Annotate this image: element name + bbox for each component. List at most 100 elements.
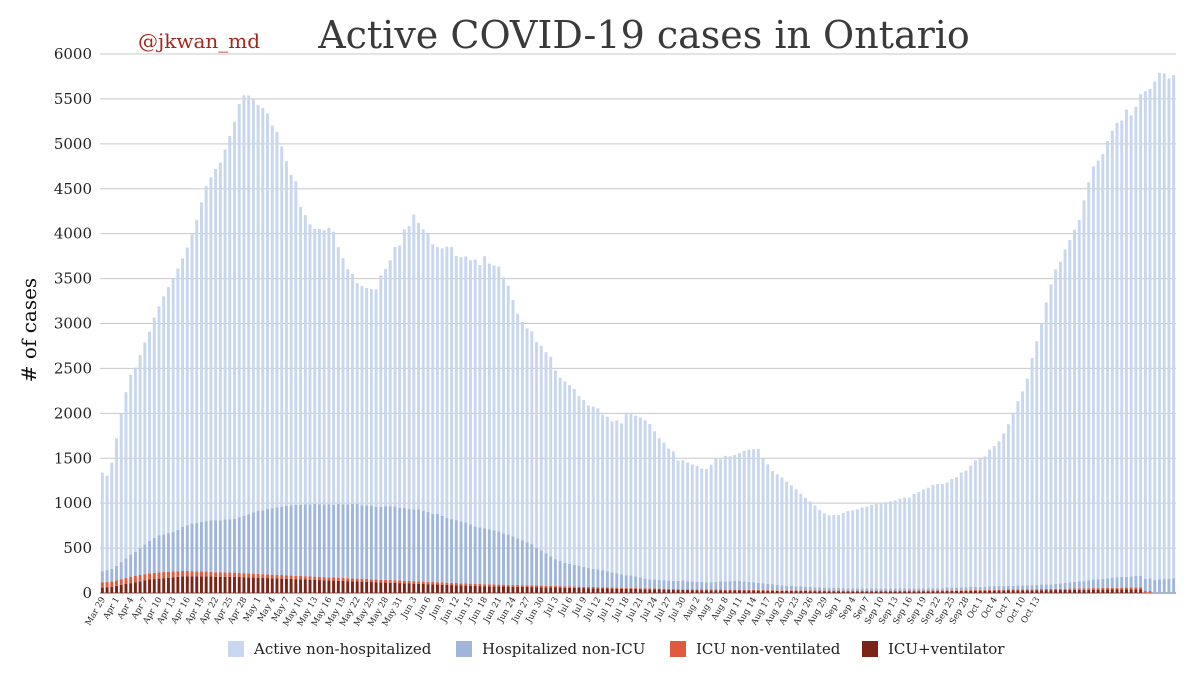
bar-segment [884,502,888,589]
bar-segment [1162,579,1166,593]
bar-segment [747,449,751,582]
bar-segment [733,580,737,590]
bar-segment [973,590,977,591]
bar-segment [912,588,916,591]
bar-segment [818,591,822,593]
bar-segment [1068,582,1072,589]
bar-segment [190,234,194,524]
bar-segment [903,590,907,592]
bar-segment [940,591,944,593]
bar-segment [1148,88,1152,579]
bar-segment [903,588,907,591]
bar-segment [577,586,581,588]
bar-segment [346,269,350,505]
bar-segment [747,590,751,593]
bar-segment [384,506,387,580]
author-handle: @jkwan_md [138,29,260,53]
bar-segment [464,256,468,523]
bar-segment [1106,578,1110,588]
bar-segment [610,421,614,573]
bar-segment [530,544,534,586]
bar-segment [785,481,789,586]
bar-segment [1120,589,1124,593]
bar-segment [1044,588,1048,591]
bar-segment [218,162,222,521]
bar-segment [804,591,807,593]
y-tick-label: 0 [82,584,92,602]
bar-segment [299,206,303,505]
bar-segment [166,577,170,593]
bar-segment [978,590,982,593]
bar-segment [681,460,685,581]
y-tick-label: 1500 [54,449,92,467]
bar-segment [256,573,260,578]
bar-segment [601,587,605,589]
bar-segment [865,506,869,589]
bar-segment [412,509,416,582]
bar-segment [251,99,255,513]
bar-segment [808,501,812,587]
bar-segment [723,455,727,582]
bar-segment [317,580,321,593]
bar-segment [950,587,954,591]
bar-segment [544,553,548,586]
bar-segment [308,579,312,593]
bar-segment [761,590,765,593]
bar-segment [200,522,203,572]
bar-segment [615,420,619,574]
bar-segment [629,575,633,588]
bar-segment [511,586,515,593]
bar-segment [931,591,935,593]
bar-segment [303,576,307,580]
bar-segment [969,590,973,591]
bar-segment [747,581,751,590]
bar-segment [384,579,387,583]
bar-segment [1063,582,1067,589]
bar-segment [450,246,454,520]
bar-segment [1035,590,1039,593]
bar-segment [714,581,718,590]
bar-segment [332,504,336,578]
bar-segment [266,574,269,579]
bar-segment [1082,588,1086,590]
bar-segment [624,587,628,589]
bar-segment [346,581,350,593]
bar-segment [1091,579,1095,589]
bar-segment [742,590,746,593]
bar-segment [218,520,222,573]
bar-segment [855,588,859,591]
bar-segment [553,587,557,593]
bar-segment [667,448,671,581]
bar-segment [945,482,949,588]
bar-segment [870,590,874,592]
bar-segment [435,582,439,585]
bar-segment [469,585,472,593]
bar-segment [827,587,831,591]
bar-segment [351,581,354,593]
bar-segment [690,590,694,593]
bar-segment [775,590,779,593]
bar-segment [822,513,826,588]
bar-segment [563,562,567,587]
bar-segment [950,591,954,593]
bar-segment [313,579,317,593]
bar-segment [582,399,586,568]
bar-segment [992,586,996,590]
bar-segment [544,587,548,593]
bar-segment [955,590,959,592]
bar-segment [530,587,534,593]
bar-segment [549,556,553,586]
bar-segment [1120,120,1124,577]
bar-segment [841,512,845,589]
bar-segment [157,572,161,579]
bar-segment [336,504,340,578]
bar-segment [417,581,421,584]
bar-segment [398,507,402,581]
bar-segment [855,591,859,593]
bar-segment [922,591,925,593]
bar-segment [171,277,175,532]
bar-segment [884,588,888,591]
bar-segment [771,590,774,593]
bar-segment [605,587,609,589]
bar-segment [837,591,841,593]
